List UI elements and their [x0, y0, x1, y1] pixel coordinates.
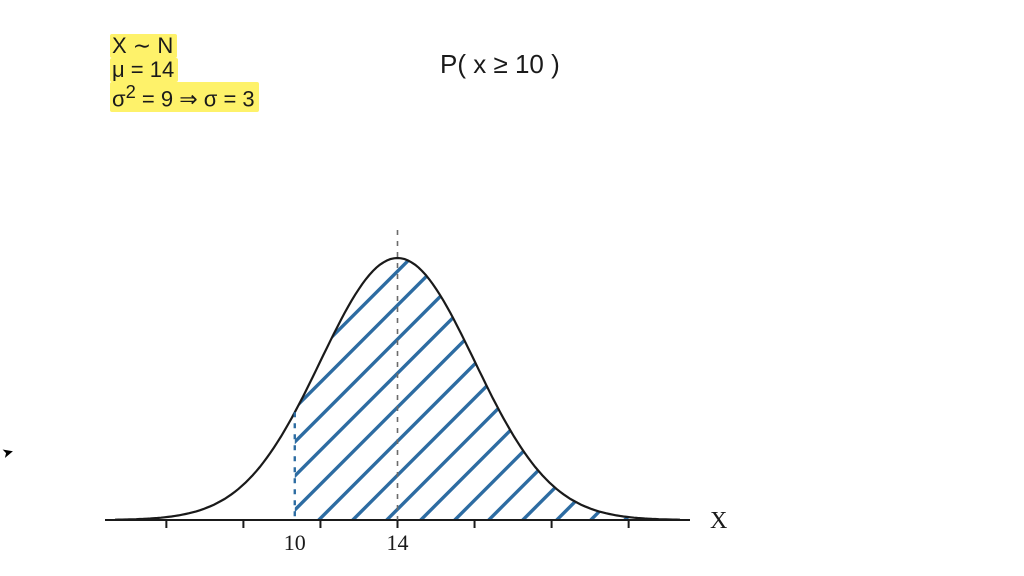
- shaded-region: [285, 0, 690, 576]
- x-axis-label: X: [710, 508, 727, 534]
- x-axis-ticks: [166, 520, 628, 528]
- svg-text:10: 10: [284, 530, 306, 555]
- svg-text:14: 14: [387, 530, 409, 555]
- normal-curve-chart: 10 14 X: [0, 0, 1024, 576]
- x-axis-tick-labels: 10 14: [284, 530, 409, 555]
- whiteboard: X ∼ N μ = 14 σ2 = 9 ⇒ σ = 3 P( x ≥ 10 ) …: [0, 0, 1024, 576]
